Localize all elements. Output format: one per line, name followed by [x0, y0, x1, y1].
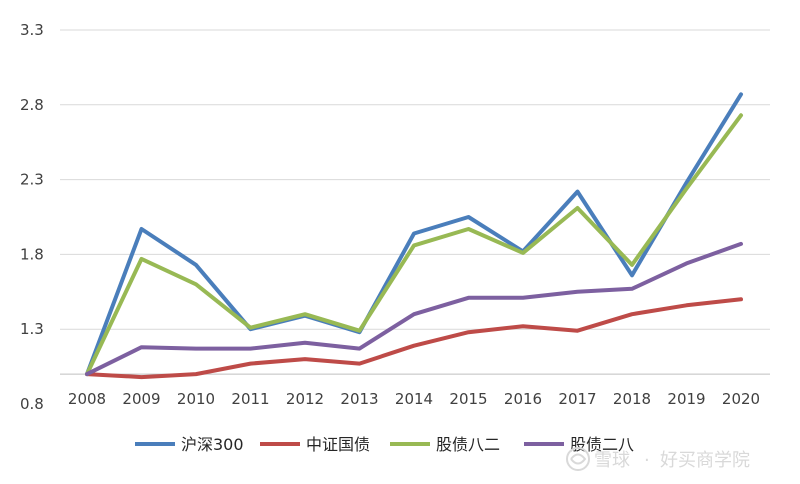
series-line-0	[85, 92, 743, 377]
x-tick-label: 2014	[395, 390, 433, 408]
watermark: 雪球 · 好买商学院	[566, 447, 750, 471]
x-tick-label: 2017	[558, 390, 596, 408]
y-tick-label: 0.8	[20, 395, 44, 413]
watermark-author: 好买商学院	[660, 450, 750, 471]
y-axis-ticks: 0.8 1.3 1.8 2.3 2.8 3.3	[20, 21, 44, 413]
watermark-brand: 雪球	[594, 450, 630, 471]
legend-item-0: 沪深300	[135, 435, 244, 454]
legend-label: 中证国债	[306, 435, 370, 454]
legend-label: 沪深300	[181, 435, 244, 454]
watermark-separator: ·	[644, 450, 650, 471]
y-tick-label: 2.8	[20, 96, 44, 114]
series-lines	[85, 92, 743, 380]
snowball-logo-icon	[566, 447, 590, 471]
y-tick-label: 3.3	[20, 21, 44, 39]
legend-item-3: 股债二八	[524, 435, 634, 454]
x-tick-label: 2016	[504, 390, 542, 408]
x-tick-label: 2009	[122, 390, 160, 408]
legend-item-2: 股债八二	[390, 435, 500, 454]
series-line-2	[85, 113, 743, 377]
x-tick-label: 2013	[340, 390, 378, 408]
legend-label: 股债八二	[436, 435, 500, 454]
legend-label: 股债二八	[570, 435, 634, 454]
series-line-3	[85, 241, 743, 377]
gridlines	[60, 29, 770, 375]
x-tick-label: 2015	[449, 390, 487, 408]
x-tick-label: 2011	[231, 390, 269, 408]
legend: 沪深300 中证国债 股债八二 股债二八	[135, 435, 634, 454]
x-tick-label: 2018	[613, 390, 651, 408]
x-tick-label: 2019	[667, 390, 705, 408]
y-tick-label: 1.8	[20, 245, 44, 263]
x-tick-label: 2020	[722, 390, 760, 408]
x-tick-label: 2012	[286, 390, 324, 408]
x-axis-ticks: 2008 2009 2010 2011 2012 2013 2014 2015 2016 2017…	[68, 390, 760, 408]
x-tick-label: 2010	[177, 390, 215, 408]
x-tick-label: 2008	[68, 390, 106, 408]
y-tick-label: 2.3	[20, 171, 44, 189]
y-tick-label: 1.3	[20, 320, 44, 338]
legend-item-1: 中证国债	[260, 435, 370, 454]
series-line-1	[85, 297, 743, 380]
